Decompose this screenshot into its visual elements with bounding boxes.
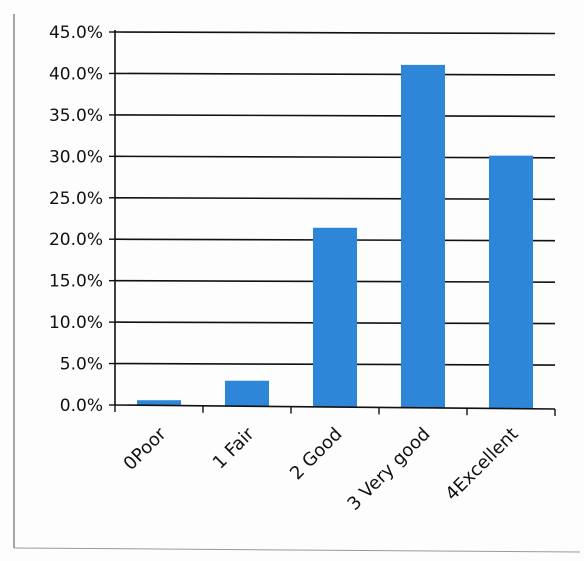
frame-bottom-edge (13, 547, 581, 553)
x-tick-label: 0Poor (120, 423, 171, 474)
y-tick-label: 40.0% (49, 64, 103, 84)
gridline (114, 72, 556, 76)
x-axis-line (114, 404, 556, 410)
gridline (114, 114, 556, 118)
y-tick-label: 35.0% (49, 106, 103, 126)
x-tick-label: 3 Very good (343, 424, 434, 515)
y-tick-label: 10.0% (49, 313, 103, 333)
gridline (114, 31, 556, 35)
y-tick-label: 0.0% (60, 396, 103, 416)
bar-2-good (313, 227, 357, 407)
bar-4excellent (489, 155, 533, 409)
bar-1-fair (225, 380, 269, 407)
y-tick-label: 30.0% (49, 147, 103, 167)
gridline (114, 196, 556, 201)
axes (109, 30, 556, 416)
y-tick-label: 5.0% (60, 355, 103, 375)
y-tick-label: 45.0% (49, 23, 103, 43)
x-tick-label: 2 Good (286, 424, 347, 485)
y-tick-label: 25.0% (49, 189, 103, 209)
y-tick-label: 20.0% (49, 230, 103, 250)
bars (137, 64, 533, 409)
x-tick-label: 4Excellent (441, 424, 522, 505)
bar-0poor (137, 400, 181, 406)
bar-3-very-good (401, 64, 445, 408)
y-tick-label: 15.0% (49, 272, 103, 292)
y-tick-labels: 0.0% 5.0% 10.0% 15.0% 20.0% 25.0% 30.0% 35.0% 40… (49, 23, 103, 416)
gridline (114, 155, 556, 159)
x-tick-label: 1 Fair (209, 423, 259, 473)
